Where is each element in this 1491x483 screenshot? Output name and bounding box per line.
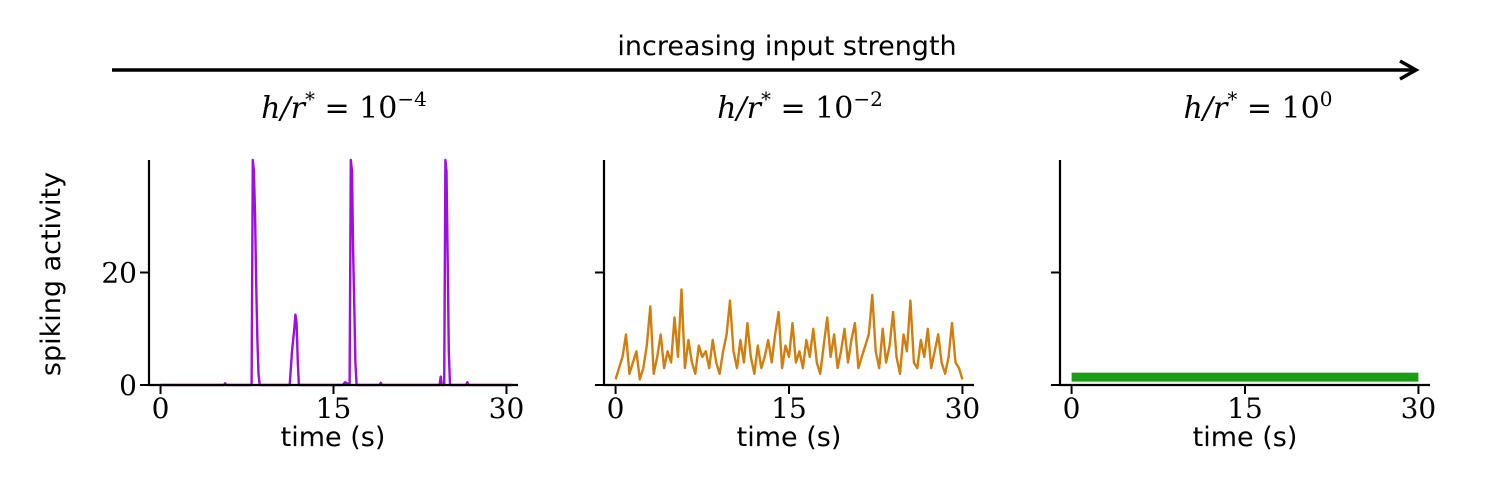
panel-2-xtick-label-2: 30: [945, 392, 981, 425]
panel-2-xtick-label-0: 0: [607, 392, 625, 425]
panel-2-xtick-label-1: 15: [771, 392, 807, 425]
panel-3-axes: 0 15 30: [1051, 160, 1436, 425]
panel-1-xtick-label-1: 15: [316, 392, 352, 425]
panel-1-title: h/r* = 10−4: [261, 87, 427, 126]
panel-1-title-exponent: −4: [397, 87, 426, 111]
panel-1-xtick-label-2: 30: [489, 392, 525, 425]
panel-1-ytick-label-0: 0: [119, 369, 137, 402]
y-axis-label: spiking activity: [36, 172, 67, 376]
panel-3-xtick-label-2: 30: [1401, 392, 1437, 425]
panel-3-title-base: h/r: [1184, 91, 1229, 126]
panel-2-title-eq: = 10: [771, 91, 853, 126]
panel-3-xtick-label-0: 0: [1063, 392, 1081, 425]
panel-1-title-star: *: [305, 87, 315, 111]
panel-3-title-eq: = 10: [1237, 91, 1319, 126]
panel-1-xlabel: time (s): [281, 422, 386, 453]
panel-2-title-star: *: [761, 87, 771, 111]
panel-2-title-base: h/r: [717, 91, 762, 126]
panel-3: h/r* = 100 0 15 30 time (s): [1051, 87, 1436, 453]
panel-2-title-exponent: −2: [853, 87, 882, 111]
panel-3-title-exponent: 0: [1320, 87, 1333, 111]
panel-1-axes: 0 15 30 0 20: [101, 158, 525, 425]
panel-1-xtick-label-0: 0: [152, 392, 170, 425]
header: increasing input strength: [112, 31, 1420, 81]
panel-2-title: h/r* = 10−2: [717, 87, 883, 126]
panel-1-ytick-label-1: 20: [101, 257, 137, 290]
panel-3-title-star: *: [1227, 87, 1237, 111]
panel-3-xlabel: time (s): [1193, 422, 1298, 453]
panel-1: h/r* = 10−4 0 15 30 0 20 time (s): [101, 87, 524, 453]
panel-3-xtick-label-1: 15: [1227, 392, 1263, 425]
panel-1-title-eq: = 10: [315, 91, 397, 126]
strength-arrow-head: [1399, 59, 1420, 81]
panel-1-title-base: h/r: [261, 91, 306, 126]
panel-2-series-1: [614, 288, 964, 381]
panel-2-xlabel: time (s): [737, 422, 842, 453]
panel-1-series-1: [160, 158, 513, 387]
panel-3-title: h/r* = 100: [1184, 87, 1333, 126]
arrow-label: increasing input strength: [617, 31, 956, 62]
panel-2-axes: 0 15 30: [595, 160, 980, 425]
panel-2: h/r* = 10−2 0 15 30 time (s): [595, 87, 980, 453]
